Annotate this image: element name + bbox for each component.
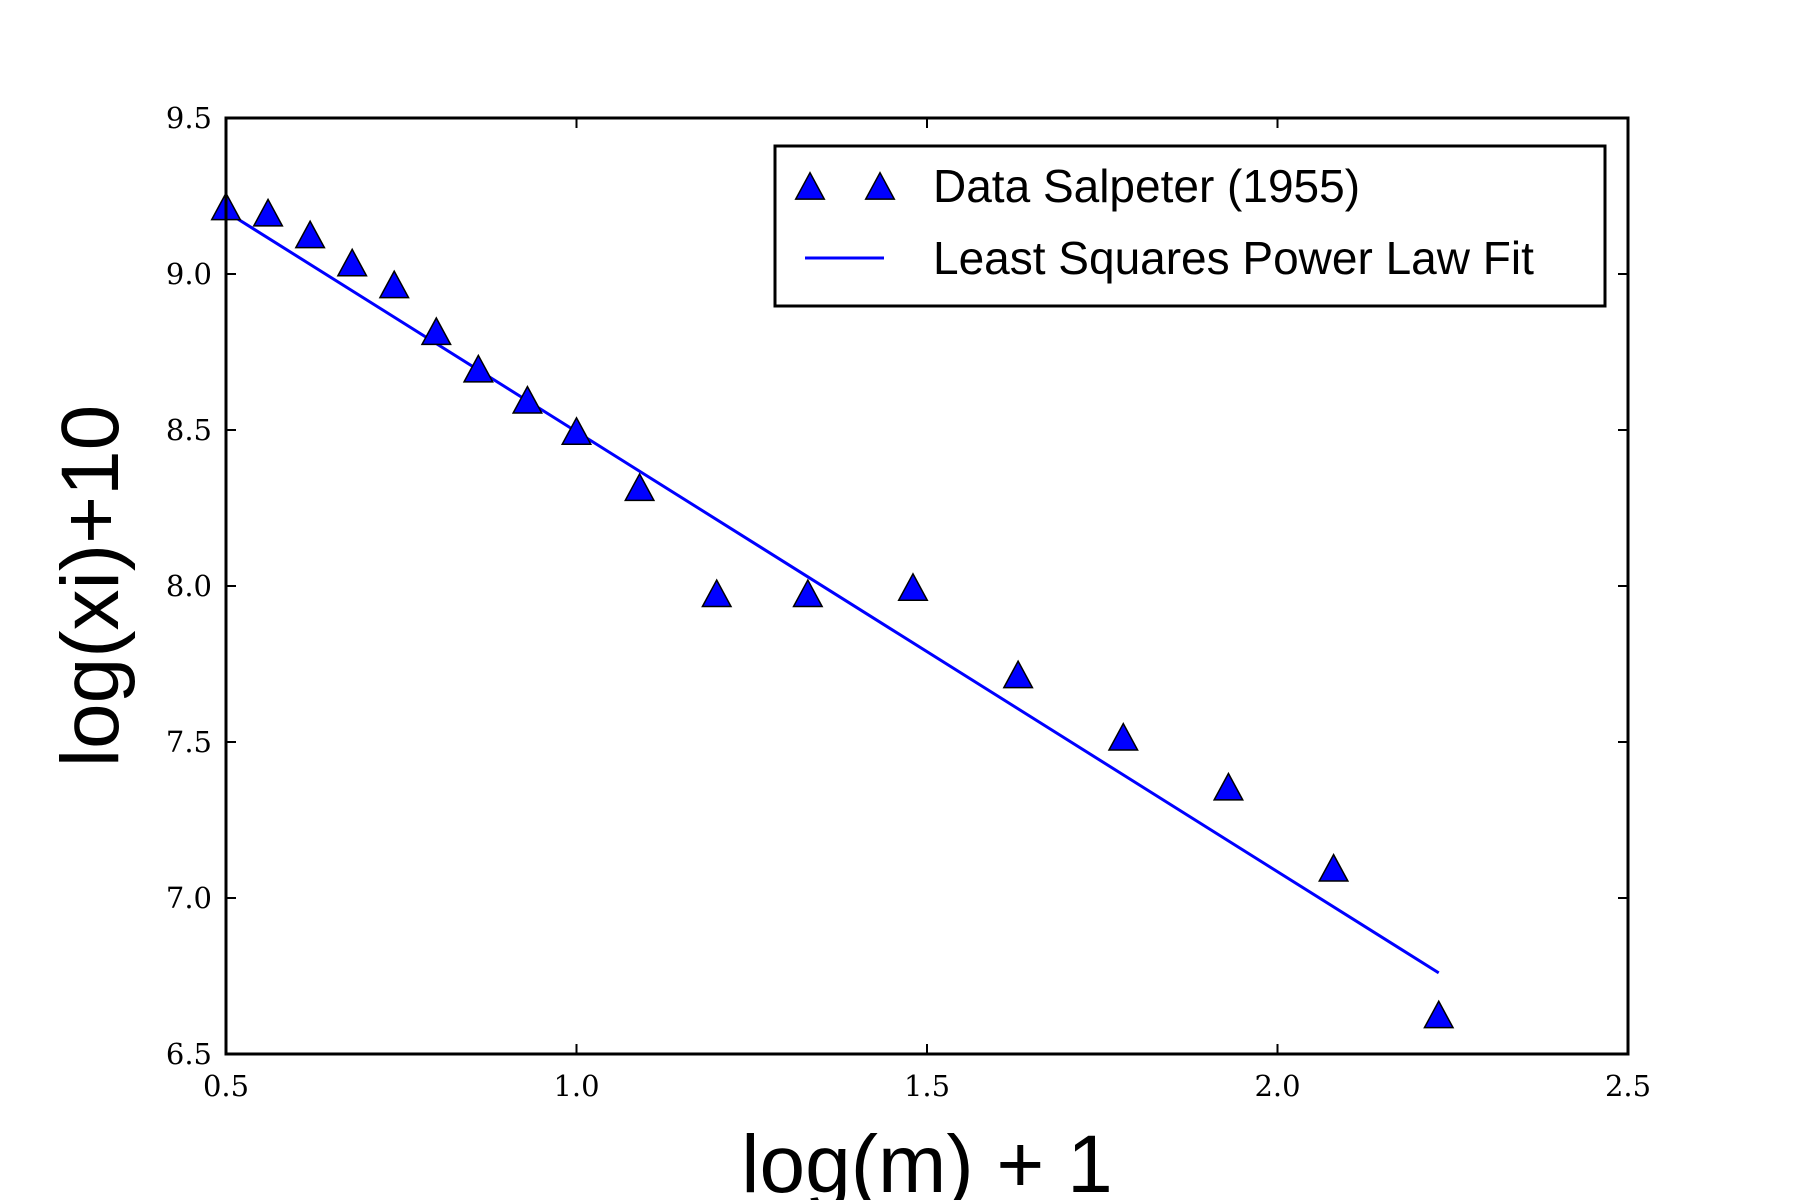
fit-line bbox=[225, 210, 1440, 975]
x-tick-label: 2.5 bbox=[1605, 1069, 1651, 1103]
y-axis-ticks: 6.5 7.0 7.5 8.0 8.5 9.0 9.5 bbox=[166, 101, 1628, 1071]
legend-box bbox=[773, 144, 1607, 308]
legend-label-fit: Least Squares Power Law Fit bbox=[933, 232, 1534, 284]
data-point bbox=[701, 578, 733, 608]
x-axis-title: log(m) + 1 bbox=[741, 1119, 1112, 1200]
data-point bbox=[420, 316, 452, 346]
y-tick-label: 7.0 bbox=[166, 881, 212, 915]
y-tick-label: 9.5 bbox=[166, 101, 212, 135]
x-tick-label: 2.0 bbox=[1254, 1069, 1300, 1103]
y-tick-label: 8.0 bbox=[166, 569, 212, 603]
data-point bbox=[1002, 659, 1034, 689]
x-tick-label: 0.5 bbox=[203, 1069, 249, 1103]
data-point bbox=[511, 385, 543, 414]
data-point bbox=[378, 269, 410, 299]
data-point bbox=[336, 247, 368, 277]
y-tick-label: 6.5 bbox=[166, 1037, 212, 1071]
x-axis-ticks: 0.5 1.0 1.5 2.0 2.5 bbox=[203, 118, 1651, 1103]
legend-scatter-key bbox=[794, 171, 896, 200]
legend-triangle-marker bbox=[864, 171, 896, 200]
y-tick-label: 7.5 bbox=[166, 725, 212, 759]
x-tick-label: 1.5 bbox=[904, 1069, 950, 1103]
legend: Data Salpeter (1955) Least Squares Power… bbox=[773, 144, 1607, 308]
data-point bbox=[897, 572, 929, 601]
legend-triangle-marker bbox=[794, 171, 826, 200]
data-point bbox=[792, 578, 824, 608]
data-point bbox=[624, 472, 656, 502]
data-point bbox=[462, 353, 494, 383]
data-point bbox=[1423, 999, 1455, 1029]
data-point bbox=[1107, 721, 1139, 751]
series-layer bbox=[210, 191, 1455, 1029]
data-point bbox=[560, 416, 593, 445]
y-axis-title: log(xi)+10 bbox=[45, 405, 136, 767]
legend-label-data: Data Salpeter (1955) bbox=[933, 160, 1360, 212]
data-point bbox=[294, 219, 326, 249]
y-tick-label: 8.5 bbox=[166, 413, 212, 447]
x-tick-label: 1.0 bbox=[553, 1069, 599, 1103]
y-tick-label: 9.0 bbox=[166, 257, 212, 291]
axes-frame bbox=[224, 116, 1630, 1056]
data-point bbox=[1318, 853, 1350, 882]
data-point bbox=[1212, 771, 1244, 801]
data-point bbox=[252, 197, 284, 227]
